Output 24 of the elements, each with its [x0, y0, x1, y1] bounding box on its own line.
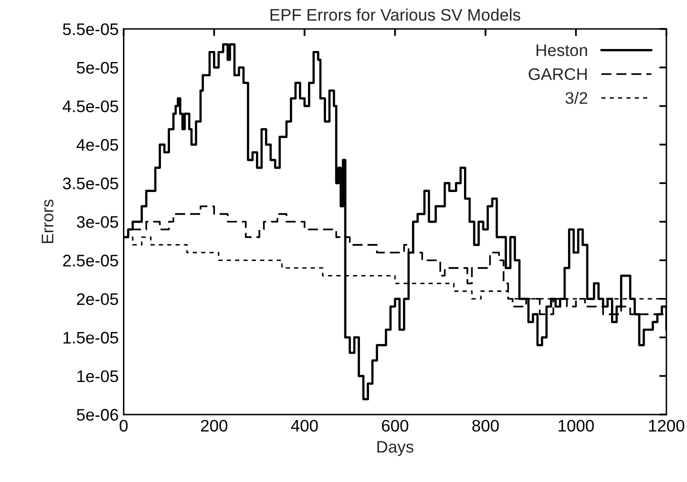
- legend-label: 3/2: [566, 92, 588, 104]
- x-axis-title: Days: [377, 441, 414, 456]
- x-tick-label: 600: [382, 420, 408, 432]
- x-tick-label: 400: [291, 420, 318, 432]
- y-tick-label: 2.5e-05: [63, 254, 118, 266]
- y-tick-label: 5.5e-05: [62, 23, 118, 36]
- legend-label: GARCH: [528, 68, 587, 80]
- y-tick-label: 3e-05: [76, 216, 118, 228]
- x-tick-label: 0: [120, 420, 128, 432]
- y-tick-label: 2e-05: [77, 293, 118, 306]
- y-tick-label: 1e-05: [77, 370, 118, 382]
- y-tick-label: 4e-05: [76, 139, 118, 151]
- legend-label: Heston: [536, 44, 587, 56]
- y-tick-label: 5e-06: [76, 408, 118, 421]
- chart-title: EPF Errors for Various SV Models: [270, 8, 520, 21]
- x-tick-label: 800: [472, 420, 499, 432]
- y-axis-title: Errors: [42, 200, 54, 244]
- y-tick-label: 5e-05: [76, 62, 118, 74]
- y-tick-label: 4.5e-05: [62, 100, 118, 112]
- x-tick-label: 1000: [558, 420, 594, 432]
- y-tick-label: 3.5e-05: [62, 178, 118, 190]
- x-tick-label: 200: [201, 420, 228, 432]
- x-tick-label: 1200: [649, 420, 684, 432]
- y-tick-label: 1.5e-05: [64, 332, 118, 344]
